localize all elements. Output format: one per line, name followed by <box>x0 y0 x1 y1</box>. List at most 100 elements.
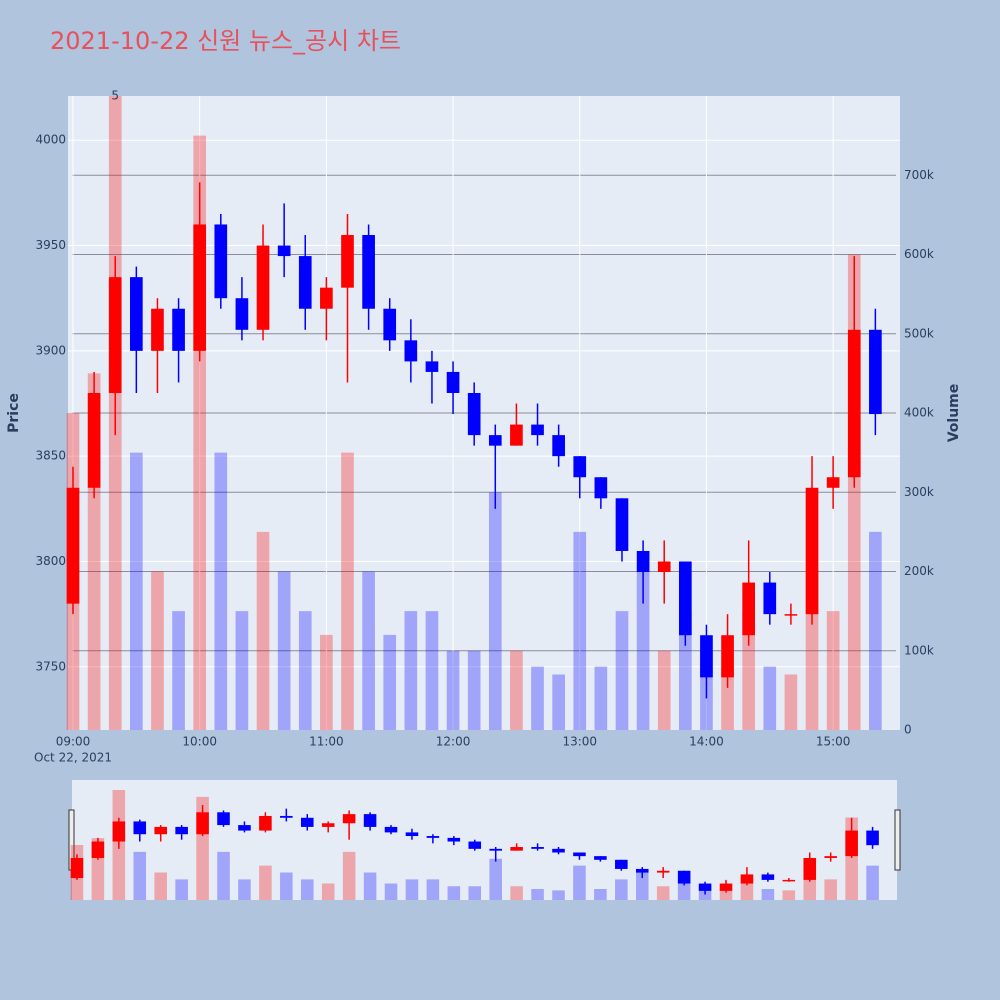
candle-body <box>321 823 335 827</box>
x-tick-label: 11:00 <box>309 735 344 749</box>
candle-body <box>426 836 440 838</box>
volume-bar <box>510 886 523 900</box>
y2-tick-label: 200k <box>904 564 934 578</box>
volume-bar <box>405 879 419 900</box>
candle-body <box>446 371 460 393</box>
candle-body <box>256 245 270 330</box>
candle-body <box>847 329 861 478</box>
volume-bar <box>531 666 544 730</box>
candle-body <box>193 224 207 351</box>
volume-bar <box>426 879 440 900</box>
volume-bar <box>573 531 587 730</box>
candle-body <box>154 826 167 835</box>
candle-body <box>467 392 481 436</box>
volume-bar <box>489 858 502 900</box>
volume-bar <box>151 571 164 730</box>
candle-body <box>363 814 377 827</box>
volume-bar <box>657 650 671 730</box>
volume-bar <box>468 886 482 900</box>
candle-body <box>656 870 670 873</box>
candle-body <box>238 825 251 831</box>
x-tick-label: 12:00 <box>436 735 471 749</box>
candle-body <box>108 277 122 393</box>
candle-body <box>678 561 692 636</box>
candle-body <box>721 635 734 678</box>
volume-bar <box>280 872 293 900</box>
candle-body <box>468 841 482 849</box>
y2-tick-label: 100k <box>904 643 934 657</box>
candle-body <box>552 435 565 457</box>
volume-bar <box>552 674 565 730</box>
volume-bar <box>256 531 270 730</box>
candle-body <box>761 874 775 880</box>
y2-tick-label: 400k <box>904 406 934 420</box>
volume-bar <box>404 611 418 730</box>
y-tick-label: 4000 <box>35 133 66 147</box>
candle-body <box>657 561 671 573</box>
volume-bar <box>594 666 608 730</box>
candle-body <box>133 821 147 835</box>
candle-body <box>489 848 502 851</box>
candle-body <box>782 879 796 882</box>
volume-bar <box>656 886 670 900</box>
candle-body <box>175 826 188 835</box>
volume-bar <box>238 879 251 900</box>
candle-body <box>763 582 777 615</box>
candle-body <box>383 308 397 341</box>
candle-body <box>66 487 80 604</box>
candle-body <box>594 477 608 499</box>
volume-bar <box>719 889 733 900</box>
candle-body <box>112 821 126 842</box>
y2-tick-label: 500k <box>904 326 934 340</box>
y-tick-label: 3850 <box>35 449 66 463</box>
volume-bar <box>636 571 650 730</box>
volume-bar <box>467 650 481 730</box>
volume-bar <box>384 883 398 900</box>
volume-bar <box>552 890 565 900</box>
candle-body <box>803 857 817 880</box>
volume-bar <box>615 611 629 730</box>
candle-body <box>573 456 587 478</box>
candle-body <box>573 852 586 857</box>
volume-bar <box>531 889 544 900</box>
candle-body <box>259 815 272 831</box>
candle-body <box>320 287 333 309</box>
y2-tick-label: 0 <box>904 723 912 737</box>
candle-body <box>384 826 398 833</box>
x-tick-label: 10:00 <box>182 735 217 749</box>
candle-body <box>784 614 798 616</box>
candle-body <box>235 298 249 330</box>
volume-bar <box>615 879 628 900</box>
candle-body <box>298 256 312 309</box>
volume-bar <box>300 879 314 900</box>
candle-body <box>740 874 754 884</box>
candle-body <box>594 856 607 860</box>
candle-body <box>826 477 840 488</box>
volume-bar <box>321 883 335 900</box>
candle-body <box>615 498 629 551</box>
candle-body <box>341 235 354 288</box>
volume-bar <box>277 571 291 730</box>
candle-body <box>91 841 105 858</box>
volume-bar <box>235 611 249 730</box>
candle-body <box>552 848 565 853</box>
volume-bar <box>447 886 461 900</box>
candle-body <box>277 245 291 257</box>
volume-bar <box>763 666 777 730</box>
volume-bar <box>869 531 882 730</box>
volume-bar <box>761 889 775 900</box>
candle-body <box>405 832 419 837</box>
candle-body <box>719 883 733 891</box>
y-tick-label: 3900 <box>35 343 66 357</box>
candle-body <box>700 635 713 678</box>
x-date-label: Oct 22, 2021 <box>34 751 112 765</box>
volume-bar <box>573 865 586 900</box>
y2-tick-label: 600k <box>904 247 934 261</box>
slider-handle[interactable] <box>894 809 901 871</box>
y2-tick-label: 700k <box>904 168 934 182</box>
range-slider[interactable] <box>72 780 897 900</box>
y-tick-label: 3750 <box>35 659 66 673</box>
annotation: 5 <box>111 89 119 103</box>
y2-axis-title: Volume <box>946 384 962 443</box>
